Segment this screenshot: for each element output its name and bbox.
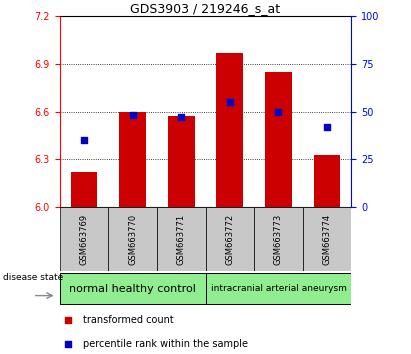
Point [178,114,185,120]
Bar [206,273,351,304]
Point [226,99,233,105]
Point [65,341,72,347]
Text: GSM663771: GSM663771 [177,213,186,264]
Text: normal healthy control: normal healthy control [69,284,196,293]
Bar [157,207,206,271]
Bar [265,72,292,207]
Text: GSM663774: GSM663774 [323,213,332,264]
Text: intracranial arterial aneurysm: intracranial arterial aneurysm [210,284,346,293]
Bar [217,53,243,207]
Bar [108,207,157,271]
Text: percentile rank within the sample: percentile rank within the sample [83,339,248,349]
Title: GDS3903 / 219246_s_at: GDS3903 / 219246_s_at [130,2,281,15]
Bar [60,273,206,304]
Text: GSM663772: GSM663772 [225,213,234,264]
Point [81,137,87,143]
Text: disease state: disease state [3,273,63,282]
Bar [206,207,254,271]
Text: transformed count: transformed count [83,315,174,325]
Bar [303,207,351,271]
Bar [314,155,340,207]
Point [275,109,282,114]
Point [324,124,330,130]
Point [129,113,136,118]
Bar [168,116,194,207]
Text: GSM663770: GSM663770 [128,213,137,264]
Text: GSM663769: GSM663769 [79,213,88,264]
Point [65,318,72,323]
Bar [60,207,108,271]
Bar [119,112,146,207]
Bar [71,172,97,207]
Bar [254,207,303,271]
Text: GSM663773: GSM663773 [274,213,283,264]
